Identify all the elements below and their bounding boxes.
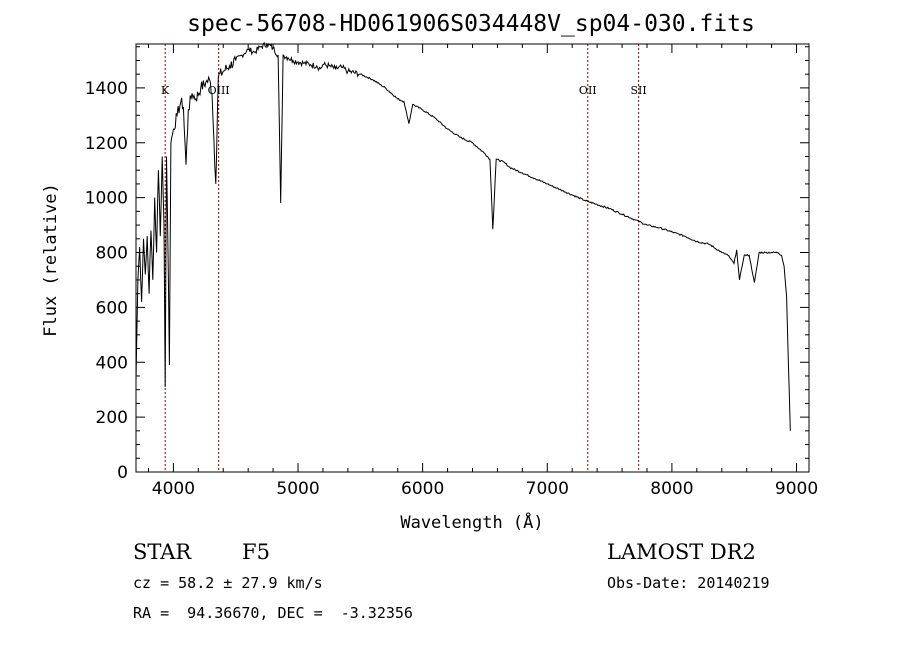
survey-label: LAMOST DR2 [607,540,756,564]
redshift-readout: cz = 58.2 ± 27.9 km/s [133,574,323,592]
plot-frame [135,43,810,473]
x-axis-label: Wavelength (Å) [400,511,543,533]
x-tick-label: 9000 [775,479,818,499]
y-tick-label: 1000 [85,189,128,209]
y-tick-label: 0 [117,463,128,483]
spectrum-line [135,41,791,431]
x-tick-label: 5000 [276,479,319,499]
object-class: STAR [133,540,192,564]
spectral-line-label: K [161,84,170,97]
spectral-line-label: OIII [208,84,230,97]
observation-date: Obs-Date: 20140219 [607,574,770,592]
x-tick-label: 4000 [152,479,195,499]
spectral-line-label: SII [631,84,647,97]
x-tick-label: 7000 [526,479,569,499]
y-tick-label: 1200 [85,134,128,154]
chart-title: spec-56708-HD061906S034448V_sp04-030.fit… [187,11,755,37]
x-tick-label: 8000 [650,479,693,499]
y-tick-label: 200 [96,408,128,428]
y-tick-label: 800 [96,244,128,264]
y-tick-label: 1400 [85,79,128,99]
y-axis-label: Flux (relative) [41,183,61,337]
x-tick-label: 6000 [401,479,444,499]
spectral-line-label: OII [579,84,597,97]
coordinates-readout: RA = 94.36670, DEC = -3.32356 [133,604,413,622]
object-subclass: F5 [242,540,270,564]
y-tick-label: 400 [96,353,128,373]
y-tick-label: 600 [96,298,128,318]
